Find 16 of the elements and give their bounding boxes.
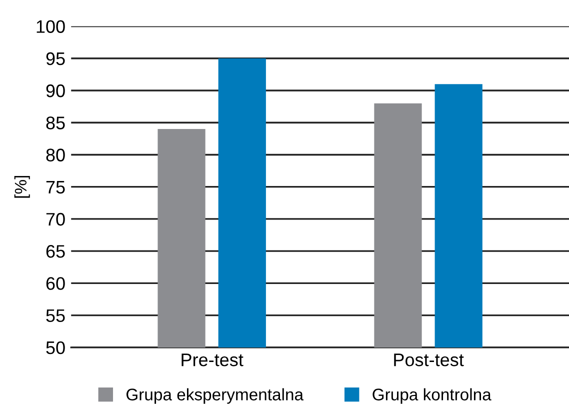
y-tick-label: 60 — [46, 277, 65, 290]
x-tick-label: Post-test — [394, 354, 464, 366]
y-tick-label: 85 — [46, 116, 65, 130]
y-tick-label: 100 — [36, 20, 65, 33]
y-tick-label: 80 — [46, 148, 65, 162]
y-tick-label: 65 — [46, 245, 65, 258]
y-tick-label: 90 — [46, 84, 65, 98]
y-axis-title: [%] — [14, 176, 30, 198]
y-tick-label: 50 — [46, 341, 65, 354]
y-tick-label: 75 — [46, 180, 65, 194]
legend-label: Grupa eksperymentalna — [126, 388, 304, 404]
legend-label: Grupa kontrolna — [372, 388, 492, 404]
y-tick-label: 95 — [46, 52, 65, 66]
y-tick-label: 70 — [46, 212, 65, 226]
y-tick-label: 55 — [46, 309, 65, 322]
x-tick-label: Pre-test — [182, 354, 244, 366]
